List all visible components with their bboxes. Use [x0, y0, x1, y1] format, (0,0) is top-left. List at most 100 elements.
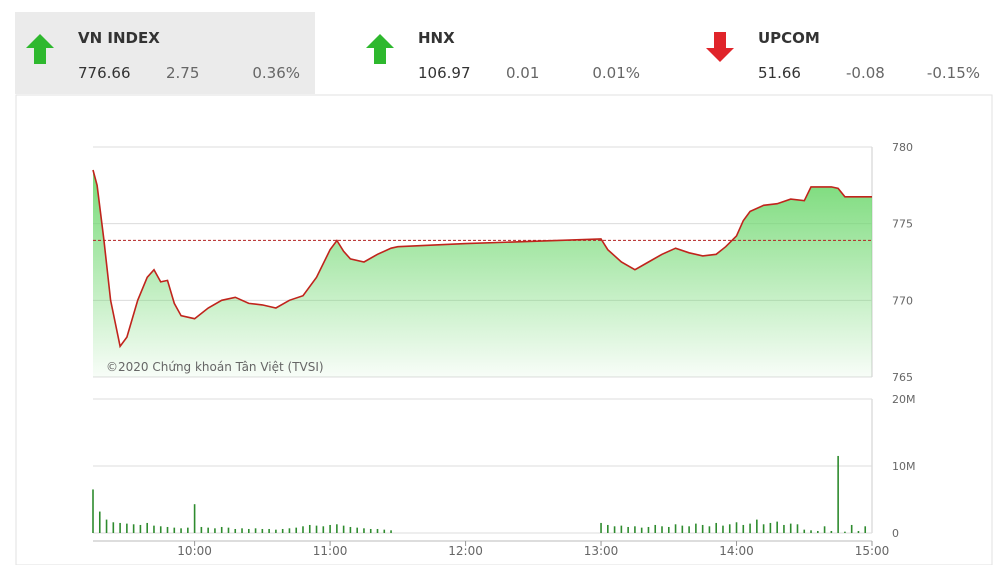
- volume-bar: [302, 526, 304, 533]
- index-value: 106.97: [418, 64, 471, 82]
- volume-bar: [762, 524, 765, 533]
- index-name: VN INDEX: [78, 29, 160, 47]
- volume-bar: [112, 522, 115, 533]
- volume-bar: [288, 528, 291, 533]
- volume-bar: [329, 524, 331, 533]
- volume-bar: [634, 526, 636, 533]
- volume-bar: [681, 525, 684, 533]
- volume-bar: [315, 525, 318, 533]
- volume-bar: [187, 527, 189, 533]
- x-tick-label: 10:00: [177, 544, 212, 558]
- volume-bar: [105, 519, 108, 533]
- volume-bar: [857, 530, 860, 533]
- volume-bar: [220, 526, 223, 533]
- volume-bar: [810, 530, 812, 533]
- volume-bar: [613, 526, 616, 533]
- volume-bar: [159, 526, 162, 533]
- volume-bar: [234, 528, 237, 533]
- volume-bar: [674, 524, 677, 533]
- volume-bar: [667, 526, 670, 533]
- volume-bar: [695, 523, 697, 533]
- volume-bar: [153, 525, 155, 533]
- volume-bar: [742, 524, 745, 533]
- volume-bar: [92, 489, 94, 533]
- volume-bar: [769, 522, 772, 533]
- index-percent: 0.01%: [592, 64, 640, 82]
- index-change: 2.75: [166, 64, 199, 82]
- volume-bar: [756, 519, 758, 533]
- x-tick-label: 12:00: [448, 544, 483, 558]
- volume-bar: [864, 526, 867, 533]
- volume-bar: [627, 526, 629, 533]
- volume-bar: [783, 524, 785, 533]
- volume-bar: [241, 528, 243, 533]
- volume-bar: [248, 528, 250, 533]
- volume-bar: [254, 528, 257, 533]
- x-tick-label: 15:00: [855, 544, 890, 558]
- y-tick-label: 770: [892, 294, 913, 307]
- price-line: [92, 169, 872, 349]
- volume-bar: [701, 524, 704, 533]
- volume-bar: [308, 524, 311, 533]
- index-change: 0.01: [506, 64, 539, 82]
- volume-bar: [207, 527, 209, 533]
- annotation: ©2020 Chứng khoán Tân Việt (TVSI): [106, 360, 324, 374]
- volume-bar: [722, 525, 724, 533]
- tile-highlight: [15, 12, 315, 94]
- volume-bar: [200, 526, 203, 533]
- volume-bar: [654, 524, 657, 533]
- index-change: -0.08: [846, 64, 885, 82]
- volume-bar: [823, 526, 826, 533]
- volume-bar: [796, 524, 799, 533]
- index-name: HNX: [418, 29, 455, 47]
- volume-bar: [620, 525, 623, 533]
- volume-bar: [146, 522, 148, 533]
- volume-bar: [98, 511, 101, 533]
- volume-bar: [607, 524, 609, 533]
- volume-bar: [295, 527, 298, 533]
- volume-bar: [342, 525, 345, 533]
- y-tick-label: 20M: [892, 393, 916, 406]
- y-tick-label: 765: [892, 371, 913, 384]
- volume-bar: [749, 523, 751, 533]
- index-percent: -0.15%: [927, 64, 980, 82]
- y-tick-label: 775: [892, 218, 913, 231]
- volume-bar: [728, 524, 731, 533]
- volume-bar: [715, 522, 717, 533]
- arrow-up: [366, 34, 394, 64]
- volume-bar: [844, 531, 846, 533]
- volume-bar: [776, 521, 778, 533]
- volume-bar: [369, 528, 372, 533]
- volume-bar: [275, 529, 277, 533]
- y-tick-label: 10M: [892, 460, 916, 473]
- volume-bar: [383, 529, 386, 533]
- y-tick-label: 780: [892, 141, 913, 154]
- volume-bar: [789, 523, 792, 533]
- area: [93, 170, 872, 377]
- volume-bar: [349, 526, 352, 533]
- index-percent: 0.36%: [252, 64, 300, 82]
- x-tick-label: 11:00: [313, 544, 348, 558]
- volume-bar: [837, 455, 839, 533]
- volume-bar: [336, 524, 338, 533]
- volume-bar: [640, 527, 643, 533]
- volume-bar: [356, 527, 358, 533]
- index-value: 51.66: [758, 64, 801, 82]
- index-value: 776.66: [78, 64, 131, 82]
- volume-bar: [817, 530, 819, 533]
- volume-bar: [281, 528, 284, 533]
- volume-bar: [261, 528, 264, 533]
- volume-bar: [173, 527, 176, 533]
- volume-bar: [193, 504, 196, 533]
- index-name: UPCOM: [758, 29, 820, 47]
- volume-bar: [830, 530, 833, 533]
- arrow-up: [26, 34, 54, 64]
- volume-bar: [647, 526, 650, 533]
- volume-bar: [132, 524, 135, 533]
- volume-bar: [600, 522, 602, 533]
- y-tick-label: 0: [892, 527, 899, 540]
- volume-bar: [166, 526, 169, 533]
- volume-bar: [268, 528, 270, 533]
